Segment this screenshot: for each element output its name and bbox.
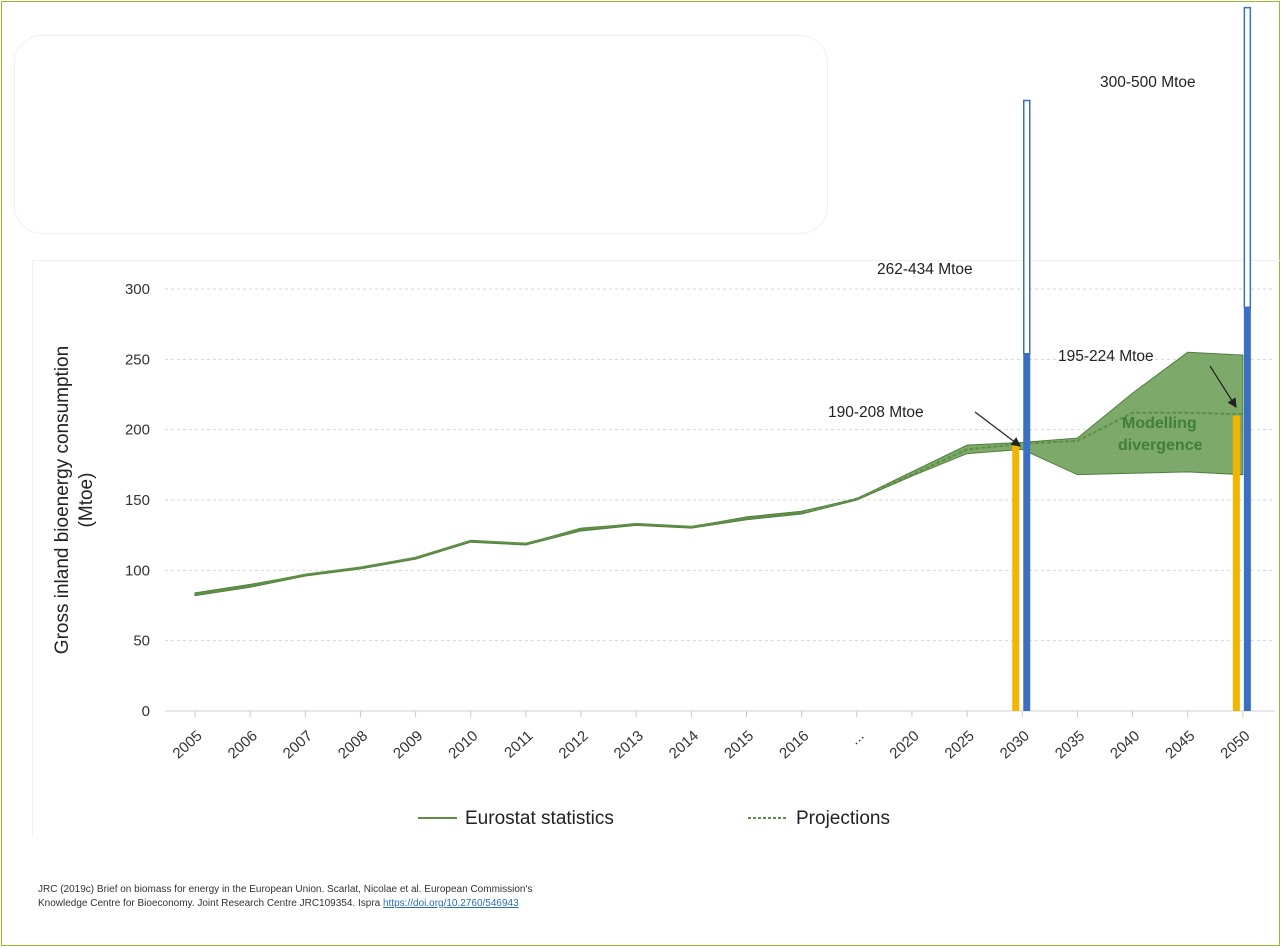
x-tick-2045: 2045 [1162,727,1198,762]
annotation-2050-orange: 195-224 Mtoe [1058,348,1154,365]
x-tick-2030: 2030 [997,727,1033,762]
annotation-2030-blue: 262-434 Mtoe [877,261,973,278]
x-tick-dotsdotsdots: ... [847,727,868,748]
chart-panel [32,260,1280,837]
annotation-2030-orange: 190-208 Mtoe [828,404,924,421]
y-tick-200: 200 [125,422,150,439]
citation-line-2: Knowledge Centre for Bioeconomy. Joint R… [38,897,383,909]
y-tick-300: 300 [125,281,150,298]
x-tick-2025: 2025 [942,727,978,762]
x-tick-2008: 2008 [335,727,371,762]
x-tick-2010: 2010 [445,727,481,762]
y-tick-50: 50 [133,633,150,650]
annotation-2050-blue: 300-500 Mtoe [1100,74,1196,91]
blank-placeholder-box [14,35,828,234]
x-tick-2035: 2035 [1052,727,1088,762]
x-tick-2020: 2020 [886,727,922,762]
scenario-bars [1012,6,1252,711]
annotations: 262-434 Mtoe 190-208 Mtoe 300-500 Mtoe 195-… [828,74,1237,454]
y-tick-0: 0 [142,703,150,720]
x-tick-labels: 2005 2006 2007 2008 2009 2010 2011 2012 2013 2014… [169,727,1253,762]
x-tick-2007: 2007 [280,727,316,762]
band-area [194,351,1244,597]
band-label-line1: Modelling [1122,415,1197,432]
x-tick-2011: 2011 [501,727,536,761]
y-tick-labels: 0 50 100 150 200 250 300 [125,281,150,720]
citation-text: JRC (2019c) Brief on biomass for energy … [38,883,938,910]
legend-label-eurostat: Eurostat statistics [465,808,614,829]
bar-blue-2030 [1023,353,1031,711]
y-axis-label: Gross inland bioenergy consumption [52,346,73,654]
citation-doi-link[interactable]: https://doi.org/10.2760/546943 [383,897,519,909]
x-tick-2006: 2006 [225,727,261,762]
legend-label-projections: Projections [796,808,890,829]
bar-orange-2030 [1012,443,1020,711]
x-tick-2012: 2012 [556,727,592,762]
x-tick-2040: 2040 [1107,727,1143,762]
series-line-0 [194,511,802,596]
band-label-line2: divergence [1118,437,1203,454]
y-tick-250: 250 [125,351,150,368]
y-tick-150: 150 [125,492,150,509]
modelling-divergence-band [194,351,1244,597]
x-tick-2050: 2050 [1217,727,1253,762]
bar-blue-2050 [1243,307,1251,711]
citation-line-1: JRC (2019c) Brief on biomass for energy … [38,884,533,895]
x-tick-2016: 2016 [776,727,812,762]
x-tick-2013: 2013 [611,727,647,762]
y-axis-label-unit: (Mtoe) [76,473,97,528]
y-tick-100: 100 [125,562,150,579]
arrow-2030 [974,411,1021,447]
x-tick-2015: 2015 [721,727,757,762]
x-tick-2009: 2009 [390,727,426,762]
bar-orange-2050 [1232,415,1240,711]
bar-range-2030 [1023,99,1031,355]
legend: Eurostat statistics Projections [418,808,890,829]
x-tick-2014: 2014 [666,727,702,762]
series-lines [194,411,1243,596]
x-tick-2005: 2005 [169,727,205,762]
series-line-1 [801,411,1243,514]
bar-range-2050 [1243,6,1252,309]
arrow-2050 [1209,365,1237,409]
